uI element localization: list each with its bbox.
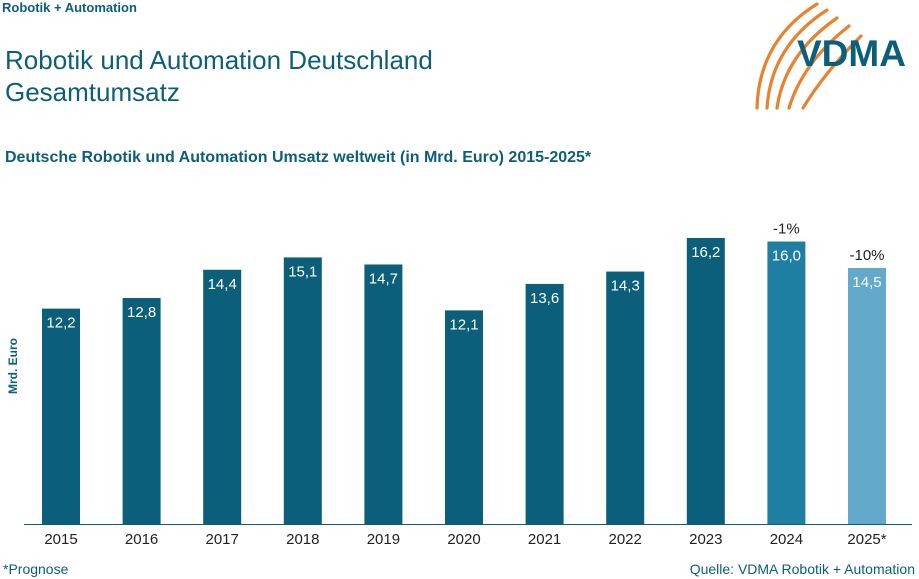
bar-2024: [767, 241, 806, 524]
change-annotation: -1%: [773, 221, 800, 238]
x-tick-label: 2016: [125, 531, 158, 548]
x-tick-label: 2020: [447, 531, 480, 548]
source-note: Quelle: VDMA Robotik + Automation: [689, 561, 915, 577]
logo-swoosh-icon: [755, 2, 863, 110]
bar-2016: [122, 298, 161, 524]
footnote: *Prognose: [3, 561, 69, 577]
bar-value-label: 14,5: [852, 274, 881, 291]
x-tick-label: 2019: [367, 531, 400, 548]
bar-value-label: 16,2: [691, 244, 720, 261]
change-annotation: -10%: [849, 247, 884, 264]
x-tick-label: 2022: [609, 531, 642, 548]
bar-2020: [445, 310, 483, 524]
bar-value-label: 15,1: [288, 263, 317, 280]
bar-2022: [606, 271, 645, 524]
bar-value-label: 12,2: [46, 315, 75, 332]
chart-subtitle: Deutsche Robotik und Automation Umsatz w…: [5, 149, 592, 166]
bar-2019: [364, 264, 403, 524]
bar-value-label: 14,7: [369, 270, 398, 287]
x-tick-label: 2015: [44, 531, 77, 548]
x-tick-label: 2021: [528, 531, 561, 548]
bar-value-label: 13,6: [530, 290, 559, 307]
title-line-2: Gesamtumsatz: [5, 77, 180, 107]
logo-text: VDMA: [797, 33, 906, 74]
bar-value-label: 14,3: [611, 278, 640, 295]
bar-2021: [525, 283, 564, 524]
x-tick-label: 2018: [286, 531, 319, 548]
bar-2025: [848, 268, 886, 524]
title-line-1: Robotik und Automation Deutschland: [5, 45, 433, 75]
page-title: Robotik und Automation Deutschland Gesam…: [5, 44, 433, 108]
x-tick-label: 2025*: [847, 531, 886, 548]
x-tick-label: 2023: [689, 531, 722, 548]
x-tick-label: 2017: [206, 531, 239, 548]
bar-value-label: 12,8: [127, 304, 156, 321]
header-tag: Robotik + Automation: [2, 0, 137, 15]
bar-value-label: 12,1: [449, 316, 478, 333]
x-tick-label: 2024: [770, 531, 803, 548]
bar-value-label: 16,0: [772, 248, 801, 265]
bar-2023: [686, 238, 725, 524]
bar-2015: [42, 308, 80, 524]
bar-2017: [203, 269, 242, 524]
bar-value-label: 14,4: [208, 276, 237, 293]
bar-2018: [283, 257, 322, 524]
vdma-logo: VDMA: [755, 2, 906, 110]
